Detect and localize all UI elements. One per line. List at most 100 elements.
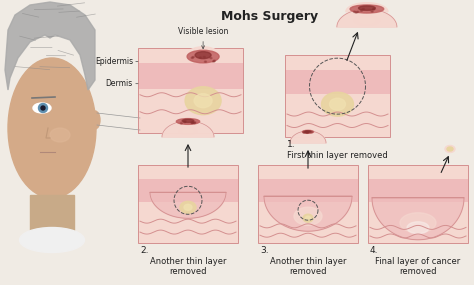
Ellipse shape: [303, 131, 305, 133]
Text: Epidermis: Epidermis: [95, 57, 138, 66]
Ellipse shape: [185, 87, 221, 115]
Ellipse shape: [8, 58, 96, 198]
Ellipse shape: [358, 6, 375, 10]
FancyBboxPatch shape: [368, 165, 468, 179]
Ellipse shape: [194, 122, 196, 123]
FancyBboxPatch shape: [285, 94, 390, 137]
Ellipse shape: [183, 129, 192, 133]
FancyBboxPatch shape: [138, 63, 243, 89]
Ellipse shape: [360, 18, 374, 23]
Ellipse shape: [373, 8, 375, 9]
Ellipse shape: [354, 11, 356, 13]
Ellipse shape: [38, 103, 47, 113]
Ellipse shape: [321, 92, 354, 116]
Polygon shape: [337, 9, 397, 27]
Text: Mohs Surgery: Mohs Surgery: [221, 10, 319, 23]
FancyBboxPatch shape: [138, 179, 238, 202]
Ellipse shape: [184, 121, 186, 122]
Ellipse shape: [307, 132, 309, 133]
Ellipse shape: [192, 56, 194, 58]
Ellipse shape: [303, 214, 313, 222]
Ellipse shape: [350, 5, 383, 13]
Ellipse shape: [371, 11, 373, 12]
Polygon shape: [164, 122, 213, 137]
Polygon shape: [264, 196, 352, 231]
FancyBboxPatch shape: [285, 55, 390, 70]
Ellipse shape: [195, 52, 211, 59]
Ellipse shape: [445, 146, 455, 152]
Polygon shape: [173, 117, 202, 123]
Ellipse shape: [305, 131, 307, 132]
Polygon shape: [5, 2, 95, 90]
Text: Another thin layer
removed: Another thin layer removed: [270, 257, 346, 276]
Ellipse shape: [305, 131, 307, 133]
Text: Another thin layer
removed: Another thin layer removed: [150, 257, 226, 276]
Ellipse shape: [306, 132, 308, 133]
Ellipse shape: [180, 201, 196, 213]
Polygon shape: [183, 47, 223, 61]
Text: Final layer of cancer
removed: Final layer of cancer removed: [375, 257, 461, 276]
Ellipse shape: [33, 103, 51, 113]
Ellipse shape: [41, 106, 45, 110]
Ellipse shape: [354, 15, 381, 26]
Ellipse shape: [400, 213, 436, 233]
Ellipse shape: [182, 119, 194, 123]
Ellipse shape: [213, 61, 215, 62]
FancyBboxPatch shape: [258, 165, 358, 179]
Ellipse shape: [184, 121, 186, 123]
Ellipse shape: [200, 57, 201, 58]
Text: 1.: 1.: [287, 140, 296, 149]
Polygon shape: [338, 10, 395, 27]
Polygon shape: [301, 129, 315, 133]
Ellipse shape: [357, 11, 359, 13]
FancyBboxPatch shape: [138, 89, 243, 133]
Ellipse shape: [329, 98, 346, 110]
Ellipse shape: [176, 119, 200, 124]
Ellipse shape: [306, 216, 310, 220]
Ellipse shape: [303, 132, 305, 133]
FancyBboxPatch shape: [138, 165, 238, 179]
Ellipse shape: [210, 58, 212, 59]
Ellipse shape: [192, 122, 194, 123]
Ellipse shape: [306, 138, 310, 140]
FancyBboxPatch shape: [138, 48, 243, 63]
Ellipse shape: [191, 122, 193, 124]
FancyBboxPatch shape: [368, 179, 468, 202]
Text: 2.: 2.: [140, 246, 148, 255]
Ellipse shape: [180, 123, 182, 124]
Ellipse shape: [203, 56, 205, 58]
FancyBboxPatch shape: [368, 202, 468, 243]
Ellipse shape: [184, 204, 192, 210]
FancyBboxPatch shape: [258, 179, 358, 202]
FancyBboxPatch shape: [258, 202, 358, 243]
Ellipse shape: [191, 57, 193, 58]
Ellipse shape: [191, 122, 193, 123]
Ellipse shape: [302, 130, 313, 133]
Text: 3.: 3.: [260, 246, 269, 255]
Ellipse shape: [310, 131, 312, 133]
Text: Visible lesion: Visible lesion: [178, 27, 228, 49]
Polygon shape: [291, 132, 325, 143]
Ellipse shape: [50, 128, 70, 142]
FancyBboxPatch shape: [285, 70, 390, 94]
Ellipse shape: [204, 61, 207, 62]
FancyBboxPatch shape: [138, 202, 238, 243]
Ellipse shape: [303, 137, 312, 141]
Ellipse shape: [19, 227, 84, 253]
Ellipse shape: [305, 132, 308, 133]
Ellipse shape: [193, 122, 195, 124]
Ellipse shape: [179, 128, 197, 135]
Ellipse shape: [355, 12, 357, 13]
Ellipse shape: [407, 222, 429, 234]
Ellipse shape: [187, 50, 219, 63]
Polygon shape: [346, 3, 388, 12]
Ellipse shape: [90, 111, 100, 129]
Polygon shape: [162, 121, 214, 137]
Ellipse shape: [213, 60, 215, 61]
Ellipse shape: [362, 9, 365, 10]
Ellipse shape: [447, 147, 453, 151]
Ellipse shape: [360, 10, 363, 11]
Ellipse shape: [373, 9, 375, 10]
FancyBboxPatch shape: [30, 195, 74, 230]
Text: 4.: 4.: [370, 246, 379, 255]
